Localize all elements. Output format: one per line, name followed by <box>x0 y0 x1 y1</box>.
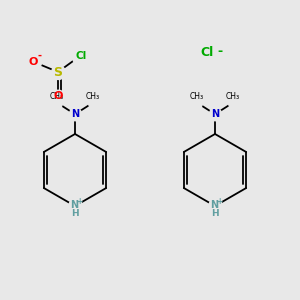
Text: CH₃: CH₃ <box>226 92 240 101</box>
Text: O: O <box>53 91 63 101</box>
Text: N: N <box>70 200 78 210</box>
Text: H: H <box>211 209 219 218</box>
Text: N: N <box>210 200 218 210</box>
Text: CH₃: CH₃ <box>190 92 204 101</box>
Text: H: H <box>71 209 79 218</box>
Text: -: - <box>37 51 41 61</box>
Text: S: S <box>53 65 62 79</box>
Text: CH₃: CH₃ <box>86 92 100 101</box>
Text: +: + <box>76 197 82 206</box>
Text: N: N <box>71 109 79 119</box>
Text: O: O <box>28 57 38 67</box>
Text: Cl: Cl <box>200 46 214 59</box>
Text: Cl: Cl <box>75 51 87 61</box>
Text: +: + <box>216 197 223 206</box>
Text: CH₃: CH₃ <box>50 92 64 101</box>
Text: N: N <box>211 109 219 119</box>
Text: -: - <box>218 46 223 59</box>
